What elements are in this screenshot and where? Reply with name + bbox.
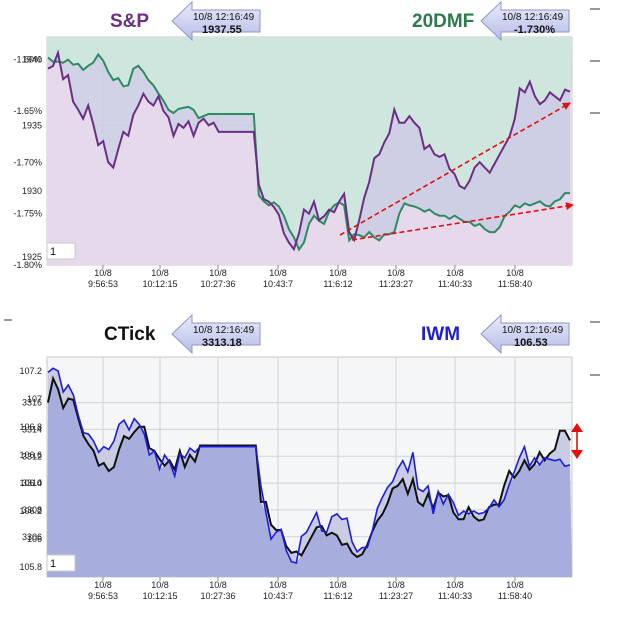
x-tick-date: 10/8 — [446, 268, 464, 278]
x-tick-date: 10/8 — [209, 580, 227, 590]
sp-badge-arrow — [171, 0, 261, 42]
iwm-title: IWM — [421, 324, 460, 345]
y-tick-label-secondary: 105.8 — [19, 562, 42, 572]
iwm-badge: IWM 10/8 12:16:49 106.53 — [421, 313, 570, 355]
sp-line — [47, 49, 571, 252]
divergence-arrow-head-top — [571, 423, 583, 432]
x-tick-time: 11:58:40 — [498, 279, 532, 289]
sp-title: S&P — [110, 11, 149, 32]
x-tick-time: 9:56:53 — [88, 591, 118, 601]
bottom-x-axis: 10/89:56:5310/810:12:1510/810:27:3610/81… — [88, 577, 532, 601]
ctick-badge-value: 3313.18 — [202, 337, 242, 349]
sp-badge-value: 1937.55 — [202, 24, 242, 36]
y-tick-label-primary: 1925 — [22, 252, 42, 262]
x-tick-time: 11:6:12 — [323, 279, 352, 289]
x-tick-date: 10/8 — [506, 268, 524, 278]
x-tick-date: 10/8 — [269, 580, 287, 590]
dmf-badge-arrow — [480, 0, 570, 42]
dmf-badge: 20DMF 10/8 12:16:49 -1.730% — [412, 0, 570, 42]
x-tick-time: 10:43:7 — [263, 591, 293, 601]
x-tick-date: 10/8 — [151, 268, 169, 278]
x-tick-time: 11:58:40 — [498, 591, 532, 601]
y-tick-label-primary: 3312 — [22, 451, 42, 461]
sp-badge: S&P 10/8 12:16:49 1937.55 — [110, 0, 261, 42]
iwm-line — [47, 367, 571, 565]
y-tick-label-primary: 3310 — [22, 478, 42, 488]
ctick-line — [47, 375, 571, 559]
top-x-axis: 10/89:56:5310/810:12:1510/810:27:3610/81… — [88, 265, 532, 289]
ctick-title: CTick — [104, 324, 156, 345]
y-tick-label-secondary: -1.75% — [13, 209, 42, 219]
ctick-badge: CTick 10/8 12:16:49 3313.18 — [104, 313, 261, 355]
x-tick-date: 10/8 — [269, 268, 287, 278]
20dmf-line — [47, 52, 570, 252]
x-tick-time: 10:43:7 — [263, 279, 293, 289]
x-tick-time: 10:12:15 — [142, 279, 177, 289]
x-tick-time: 11:40:33 — [438, 279, 472, 289]
x-tick-time: 10:12:15 — [142, 591, 177, 601]
y-tick-label-secondary: 106 — [27, 534, 42, 544]
top-page-number: 1 — [50, 246, 56, 258]
iwm-badge-value: 106.53 — [514, 337, 548, 349]
x-tick-time: 11:40:33 — [438, 591, 472, 601]
y-tick-label-primary: 3308 — [22, 505, 42, 515]
x-tick-date: 10/8 — [506, 580, 524, 590]
y-tick-label-primary: 1940 — [22, 54, 42, 64]
x-tick-time: 11:6:12 — [323, 591, 352, 601]
y-tick-label-secondary: 106.6 — [19, 450, 42, 460]
x-tick-date: 10/8 — [329, 580, 347, 590]
top-panel: 1940 1935 1930 1925 -1.60% -1.65% -1.70% -1.75%… — [13, 0, 600, 289]
x-tick-time: 9:56:53 — [88, 279, 118, 289]
x-tick-date: 10/8 — [446, 580, 464, 590]
y-tick-label-secondary: -1.70% — [13, 157, 42, 167]
x-tick-date: 10/8 — [151, 580, 169, 590]
x-tick-time: 11:23:27 — [379, 279, 413, 289]
y-tick-label-secondary: 107.2 — [19, 366, 42, 376]
bottom-y-axis: 3316 3314 3312 3310 3308 3306 107.2 107 106.8 106… — [19, 366, 42, 572]
trend-arrow-lower — [351, 202, 574, 241]
x-tick-time: 11:23:27 — [379, 591, 413, 601]
bottom-panel: 3316 3314 3312 3310 3308 3306 107.2 107 106.8 106… — [4, 313, 600, 601]
y-tick-label-secondary: -1.60% — [13, 55, 42, 65]
ctick-badge-time: 10/8 12:16:49 — [193, 325, 255, 336]
dmf-badge-time: 10/8 12:16:49 — [502, 12, 564, 23]
ctick-badge-arrow — [171, 313, 261, 355]
y-tick-label-secondary: 106.2 — [19, 506, 42, 516]
bottom-page-box — [46, 554, 76, 572]
x-tick-date: 10/8 — [94, 580, 112, 590]
bottom-page-number: 1 — [50, 558, 56, 570]
y-tick-label-secondary: 107 — [27, 394, 42, 404]
top-y-axis: 1940 1935 1930 1925 -1.60% -1.65% -1.70% -1.75%… — [13, 54, 42, 270]
sp-badge-time: 10/8 12:16:49 — [193, 12, 255, 23]
y-tick-label-secondary: 106.8 — [19, 422, 42, 432]
y-tick-label-secondary: -1.80% — [13, 260, 42, 270]
trend-arrow-upper — [339, 102, 571, 236]
sp-20dmf-band — [48, 52, 570, 250]
y-tick-label-primary: 3314 — [22, 424, 42, 434]
y-tick-label-primary: 3316 — [22, 398, 42, 408]
y-tick-label-primary: 3306 — [22, 532, 42, 542]
x-tick-date: 10/8 — [329, 268, 347, 278]
top-page-box — [46, 242, 76, 260]
dmf-title: 20DMF — [412, 11, 474, 32]
iwm-badge-time: 10/8 12:16:49 — [502, 325, 564, 336]
x-tick-date: 10/8 — [94, 268, 112, 278]
x-tick-time: 10:27:36 — [200, 591, 235, 601]
y-tick-label-secondary: 106.4 — [19, 478, 42, 488]
iwm-area — [47, 378, 572, 577]
dmf-badge-value: -1.730% — [514, 24, 555, 36]
x-tick-date: 10/8 — [387, 268, 405, 278]
y-tick-label-secondary: -1.65% — [13, 106, 42, 116]
x-tick-time: 10:27:36 — [200, 279, 235, 289]
iwm-badge-arrow — [480, 313, 570, 355]
divergence-arrow-head-bottom — [571, 450, 583, 459]
x-tick-date: 10/8 — [209, 268, 227, 278]
y-tick-label-primary: 1935 — [22, 120, 42, 130]
y-tick-label-primary: 1930 — [22, 186, 42, 196]
x-tick-date: 10/8 — [387, 580, 405, 590]
